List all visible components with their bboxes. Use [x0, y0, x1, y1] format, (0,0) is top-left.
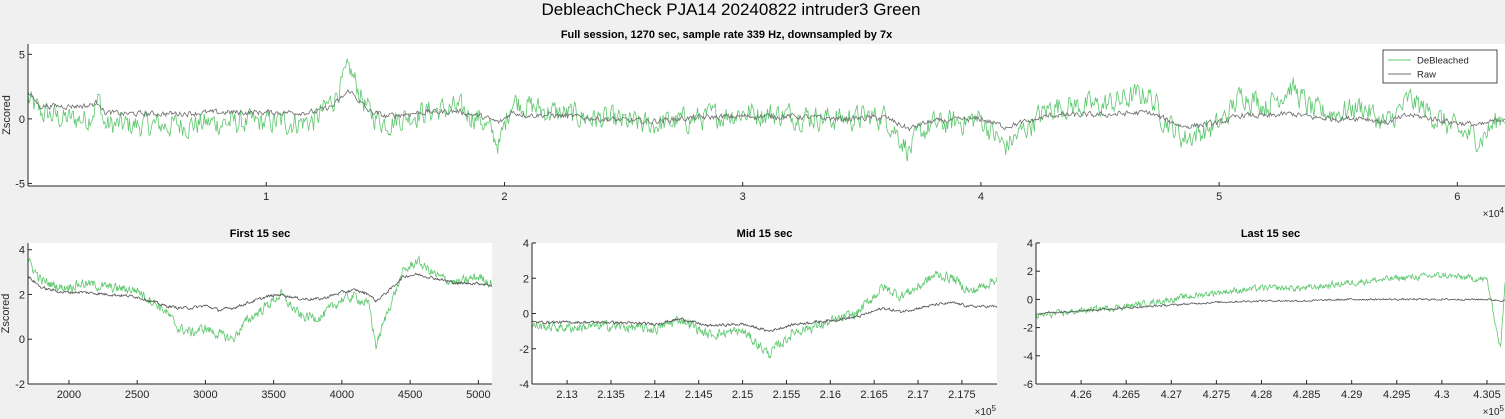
y-tick-label: -2 — [1023, 323, 1033, 335]
x-tick-label: 2.14 — [644, 389, 665, 401]
legend: DeBleached Raw — [1382, 49, 1498, 84]
x-tick-label: 2.145 — [685, 389, 713, 401]
x-tick-label: 1 — [263, 191, 269, 203]
x-tick-label: 4.27 — [1161, 389, 1182, 401]
x-tick-label: 4000 — [330, 389, 354, 401]
x-tick-label: 2.16 — [820, 389, 841, 401]
y-tick-label: -4 — [519, 379, 529, 391]
y-tick-label: -6 — [1023, 379, 1033, 391]
axes-first-15-sec: 2000 2500 3000 3500 4000 4500 5000 4 2 0 -2 First 1… — [0, 228, 492, 401]
y-tick-label: -4 — [1023, 351, 1033, 363]
x-tick-label: 2.17 — [907, 389, 928, 401]
axes-full-session: 1 2 3 4 5 6 5 0 -5 ×104 Full session, 1270 sec, sa… — [1, 29, 1505, 220]
x-tick-label: 4 — [978, 191, 984, 203]
y-tick-label: 4 — [523, 238, 529, 250]
plot-area — [1036, 243, 1505, 384]
y-tick-label: 2 — [523, 273, 529, 285]
y-tick-label: 5 — [19, 49, 25, 61]
series-line-raw — [28, 88, 1505, 132]
x-exponent-label: ×105 — [1483, 404, 1505, 418]
y-axis-label: Zscored — [1, 95, 13, 135]
x-tick-label: 2.15 — [732, 389, 753, 401]
x-tick-label: 4.275 — [1203, 389, 1231, 401]
plot-area — [532, 243, 997, 384]
x-tick-label: 4500 — [398, 389, 422, 401]
y-tick-label: 4 — [1027, 238, 1033, 250]
x-tick-label: 4.305 — [1473, 389, 1501, 401]
x-tick-label: 2000 — [57, 389, 81, 401]
y-tick-label: 0 — [19, 334, 25, 346]
x-tick-label: 2 — [501, 191, 507, 203]
x-tick-label: 2.135 — [597, 389, 625, 401]
x-tick-label: 4.285 — [1293, 389, 1321, 401]
axes-title: Last 15 sec — [1241, 228, 1300, 240]
axes-title: Full session, 1270 sec, sample rate 339 … — [561, 29, 893, 41]
x-tick-label: 5 — [1216, 191, 1222, 203]
x-tick-label: 6 — [1454, 191, 1460, 203]
series-line-raw — [28, 272, 492, 313]
x-tick-label: 2.165 — [860, 389, 888, 401]
x-tick-label: 4.29 — [1341, 389, 1362, 401]
figure-title: DebleachCheck PJA14 20240822 intruder3 G… — [542, 0, 921, 19]
x-tick-label: 3000 — [193, 389, 217, 401]
legend-entry: DeBleached — [1417, 56, 1469, 67]
y-tick-label: -5 — [15, 178, 25, 190]
y-tick-label: -2 — [519, 344, 529, 356]
x-tick-label: 2.13 — [556, 389, 577, 401]
y-tick-label: 0 — [1027, 294, 1033, 306]
x-tick-label: 3 — [740, 191, 746, 203]
y-tick-label: 0 — [19, 114, 25, 126]
axes-title: First 15 sec — [230, 228, 291, 240]
x-tick-label: 2500 — [125, 389, 149, 401]
axes-title: Mid 15 sec — [737, 228, 793, 240]
y-axis-label: Zscored — [0, 294, 12, 334]
y-tick-label: 2 — [1027, 266, 1033, 278]
x-tick-label: 4.265 — [1112, 389, 1140, 401]
series-line-debleached — [532, 270, 997, 359]
plot-area — [28, 243, 492, 384]
legend-entry: Raw — [1417, 70, 1436, 81]
y-tick-label: 0 — [523, 309, 529, 321]
y-tick-label: -2 — [15, 379, 25, 391]
x-tick-label: 5000 — [466, 389, 490, 401]
x-tick-label: 4.295 — [1383, 389, 1411, 401]
x-exponent-label: ×105 — [975, 404, 997, 418]
x-exponent-label: ×104 — [1483, 206, 1505, 220]
x-tick-label: 3500 — [261, 389, 285, 401]
axes-mid-15-sec: 2.13 2.135 2.14 2.145 2.15 2.155 2.16 2.165 2.17… — [519, 228, 997, 418]
series-line-raw — [1036, 297, 1505, 315]
x-tick-label: 2.155 — [773, 389, 801, 401]
axes-last-15-sec: 4.26 4.265 4.27 4.275 4.28 4.285 4.29 4.295 4.3 4… — [1023, 228, 1505, 418]
x-tick-label: 2.175 — [948, 389, 976, 401]
x-tick-label: 4.3 — [1434, 389, 1449, 401]
y-tick-label: 2 — [19, 289, 25, 301]
x-tick-label: 4.28 — [1251, 389, 1272, 401]
x-tick-label: 4.26 — [1070, 389, 1091, 401]
y-tick-label: 4 — [19, 245, 25, 257]
series-line-debleached — [28, 58, 1505, 162]
series-line-debleached — [28, 255, 492, 350]
legend-box — [1382, 49, 1498, 84]
series-line-raw — [532, 301, 997, 332]
